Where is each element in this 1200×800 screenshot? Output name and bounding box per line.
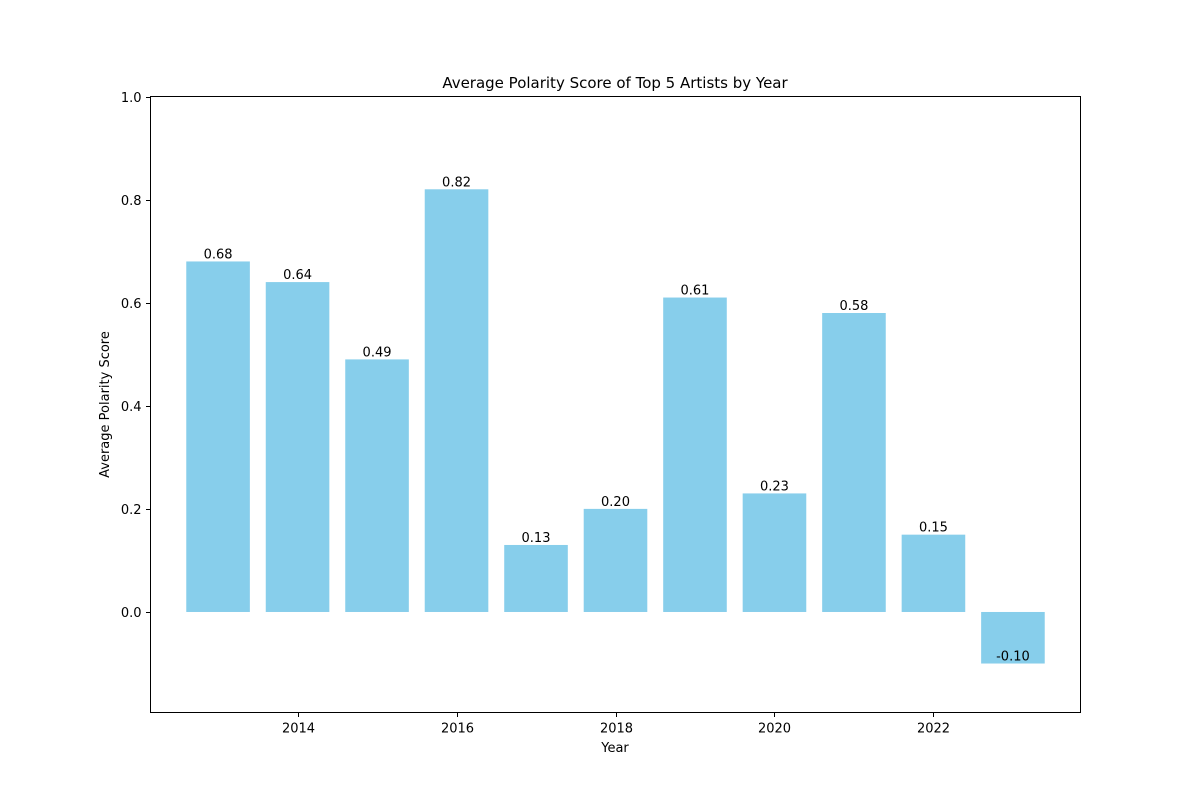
bar-2020 <box>742 493 807 612</box>
bar-2023 <box>981 611 1045 664</box>
value-label-2020: 0.23 <box>760 479 789 494</box>
y-axis-label: Average Polarity Score <box>98 331 113 478</box>
y-tick-label-1: 0.2 <box>121 503 142 518</box>
x-tick-label-2016: 2016 <box>441 722 474 737</box>
x-tick-label-2018: 2018 <box>600 722 633 737</box>
y-tick-label-3: 0.6 <box>121 297 142 312</box>
bar-2013 <box>186 261 250 612</box>
y-tick-label-5: 1.0 <box>121 91 142 106</box>
x-tick-label-2022: 2022 <box>917 722 950 737</box>
value-label-2014: 0.64 <box>283 268 312 283</box>
plot-frame <box>150 96 1081 713</box>
value-label-2022: 0.15 <box>919 521 948 536</box>
x-axis-label: Year <box>600 741 629 756</box>
value-label-2018: 0.20 <box>601 495 630 510</box>
value-label-2015: 0.49 <box>363 345 392 360</box>
y-tick-label-4: 0.8 <box>121 194 142 209</box>
y-tick-label-0: 0.0 <box>121 606 142 621</box>
x-tick-label-2014: 2014 <box>282 722 315 737</box>
x-tick-label-2020: 2020 <box>758 722 791 737</box>
y-axis-ticks: 0.0 0.2 0.4 0.6 0.8 1.0 <box>121 91 151 621</box>
value-label-2019: 0.61 <box>681 284 710 299</box>
value-label-2016: 0.82 <box>442 175 471 190</box>
bar-2014 <box>265 282 330 612</box>
bar-2016 <box>424 189 489 612</box>
value-label-2013: 0.68 <box>204 247 233 262</box>
bar-2015 <box>345 359 409 612</box>
chart-title: Average Polarity Score of Top 5 Artists … <box>442 74 788 92</box>
bar-2019 <box>663 297 727 612</box>
value-label-2023: -0.10 <box>996 650 1030 665</box>
bar-2018 <box>583 508 648 612</box>
value-label-2021: 0.58 <box>839 299 868 314</box>
x-axis-ticks: 2014 2016 2018 2020 2022 <box>282 712 950 737</box>
bar-2021 <box>822 313 886 612</box>
value-label-2017: 0.13 <box>522 531 551 546</box>
bar-2017 <box>504 544 568 612</box>
value-labels-layer: 0.68 0.64 0.49 0.82 0.13 0.20 0.61 0.23 0.58 0.15… <box>204 175 1030 664</box>
y-tick-label-2: 0.4 <box>121 400 142 415</box>
bar-2022 <box>901 534 966 612</box>
bars-layer <box>186 189 1045 664</box>
